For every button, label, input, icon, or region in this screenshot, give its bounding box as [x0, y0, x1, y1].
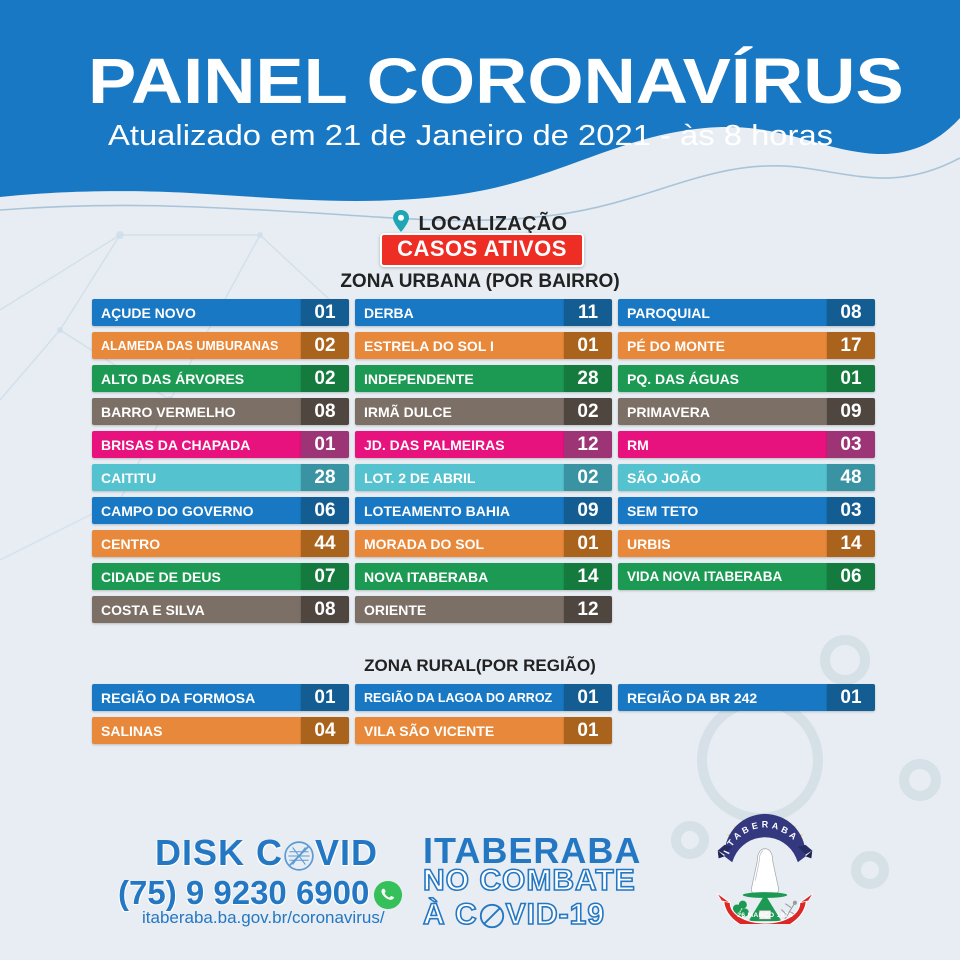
svg-text:R: R: [762, 819, 769, 829]
svg-text:26 MARÇO 1871: 26 MARÇO 1871: [737, 912, 793, 919]
